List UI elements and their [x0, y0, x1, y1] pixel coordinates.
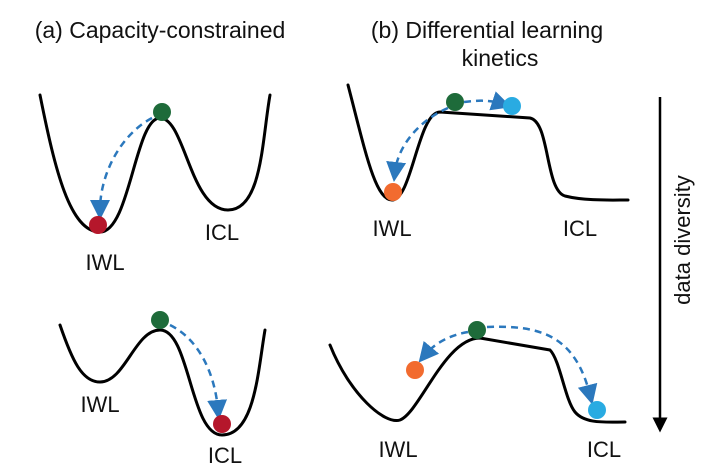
- label: IWL: [372, 216, 411, 241]
- transition-arrow: [418, 330, 469, 363]
- transition-arrow: [169, 323, 228, 420]
- panel-title: (b) Differential learning: [371, 17, 603, 43]
- panel-title: (a) Capacity-constrained: [35, 17, 286, 43]
- transition-arrow: [386, 106, 449, 182]
- start-point: [446, 93, 464, 111]
- transition-arrow: [463, 91, 512, 111]
- end-point: [503, 97, 521, 115]
- label: IWL: [85, 250, 124, 275]
- landscape: [346, 83, 630, 202]
- transition-arrow: [90, 116, 153, 220]
- start-point: [468, 321, 486, 339]
- landscape: [58, 323, 267, 437]
- label: ICL: [587, 437, 621, 462]
- label: IWL: [378, 437, 417, 462]
- end-point: [89, 216, 107, 234]
- landscape: [328, 336, 627, 424]
- end-point: [588, 401, 606, 419]
- end-point: [406, 361, 424, 379]
- label: ICL: [208, 443, 242, 468]
- panel-title: kinetics: [462, 45, 539, 71]
- end-point: [213, 415, 231, 433]
- label: IWL: [80, 392, 119, 417]
- label: ICL: [205, 220, 239, 245]
- axis-label: data diversity: [670, 175, 695, 305]
- end-point: [384, 183, 402, 201]
- label: ICL: [563, 216, 597, 241]
- start-point: [151, 311, 169, 329]
- start-point: [153, 103, 171, 121]
- transition-arrow: [486, 325, 598, 405]
